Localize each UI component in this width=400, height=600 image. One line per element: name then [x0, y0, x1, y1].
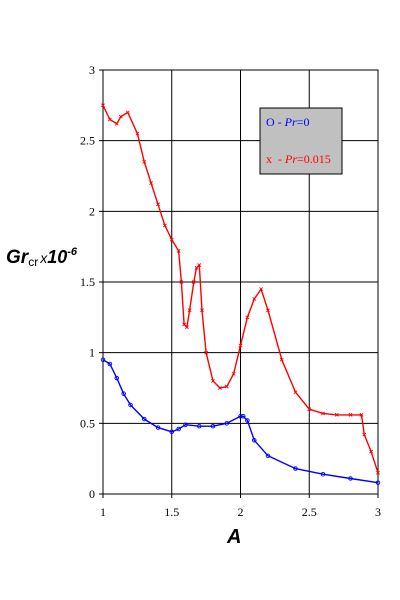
data-point-series-2: [231, 371, 236, 376]
x-tick-label: 3: [375, 505, 381, 519]
data-point-series-2: [101, 103, 105, 108]
x-tick-labels: 1 1.5 2 2.5 3: [100, 505, 381, 519]
data-point-series-2: [135, 131, 140, 136]
data-point-series-1: [169, 429, 174, 435]
x-tick-label: 1.5: [164, 505, 179, 519]
data-point-series-2: [200, 308, 204, 313]
data-point-series-1: [238, 414, 243, 419]
data-point-series-1: [375, 480, 381, 485]
x-axis-label: A: [226, 526, 241, 548]
data-point-series-2: [125, 110, 130, 115]
data-point-series-2: [107, 117, 112, 122]
data-point-series-2: [252, 297, 257, 301]
data-point-series-1: [155, 425, 161, 430]
data-point-series-2: [279, 357, 284, 362]
y-tick-label: 3: [89, 63, 95, 77]
data-point-series-2: [259, 287, 264, 291]
data-point-series-1: [293, 466, 298, 471]
data-point-series-1: [183, 422, 188, 427]
data-point-series-1: [141, 416, 147, 422]
data-point-series-2: [114, 121, 119, 126]
data-point-series-2: [307, 407, 312, 412]
series-line-1: [102, 359, 379, 484]
data-point-series-2: [176, 248, 181, 253]
data-point-series-2: [211, 379, 215, 383]
data-point-series-2: [376, 470, 380, 475]
data-point-series-2: [238, 343, 243, 348]
data-point-series-1: [245, 418, 250, 423]
data-point-series-1: [348, 476, 353, 481]
data-point-series-2: [245, 315, 250, 320]
data-point-series-1: [210, 423, 216, 429]
y-tick-label: 0.5: [80, 416, 95, 430]
data-point-series-2: [179, 280, 184, 284]
x-tick-label: 1: [100, 505, 106, 519]
data-point-series-1: [251, 438, 257, 443]
data-point-series-2: [182, 322, 187, 327]
data-point-series-2: [191, 280, 196, 284]
data-point-series-2: [118, 114, 123, 119]
data-point-series-1: [224, 421, 229, 426]
data-point-series-2: [348, 412, 353, 417]
y-tick-label: 1.5: [80, 275, 95, 289]
data-point-series-1: [265, 453, 271, 459]
legend-entry-series-2: x - Pr=0.015: [266, 152, 331, 166]
data-point-series-1: [128, 402, 133, 408]
series-markers: [100, 103, 381, 485]
data-point-series-2: [321, 411, 325, 416]
data-point-series-1: [114, 375, 119, 381]
legend-box: [259, 107, 343, 175]
data-point-series-2: [187, 308, 192, 313]
y-axis-label: Grcr x10-6: [6, 246, 78, 269]
data-point-series-1: [240, 414, 246, 419]
data-point-series-1: [100, 357, 106, 362]
plot-frame: [102, 69, 379, 495]
data-point-series-2: [162, 223, 167, 228]
data-point-series-2: [149, 181, 154, 185]
data-point-series-2: [362, 432, 367, 437]
series-line-2: [102, 104, 379, 474]
data-point-series-2: [204, 350, 209, 355]
data-point-series-1: [121, 391, 126, 396]
y-tick-label: 1: [89, 346, 95, 360]
y-tick-label: 2: [89, 204, 95, 218]
data-point-series-2: [197, 263, 202, 267]
y-tick-labels: 0 0.5 1 1.5 2 2.5 3: [80, 63, 95, 501]
y-tick-label: 0: [89, 487, 95, 501]
data-point-series-2: [266, 308, 270, 313]
data-point-series-2: [369, 449, 374, 454]
data-point-series-2: [142, 159, 147, 164]
y-tick-label: 2.5: [80, 134, 95, 148]
data-point-series-1: [196, 423, 202, 429]
data-point-series-2: [359, 412, 364, 417]
data-point-series-2: [293, 390, 298, 395]
data-point-series-1: [107, 361, 113, 367]
data-point-series-2: [224, 384, 229, 389]
series-lines: [102, 104, 379, 484]
legend: O - Pr=0 x - Pr=0.015: [259, 107, 343, 175]
data-point-series-1: [176, 426, 181, 432]
x-tick-label: 2: [238, 505, 244, 519]
data-point-series-2: [169, 237, 174, 242]
data-point-series-2: [194, 265, 199, 270]
x-tick-label: 2.5: [302, 505, 317, 519]
legend-entry-series-1: O - Pr=0: [266, 115, 309, 129]
data-point-series-1: [320, 471, 326, 477]
data-point-series-2: [217, 386, 222, 390]
data-point-series-2: [184, 325, 189, 330]
data-point-series-2: [334, 412, 339, 417]
data-point-series-2: [156, 202, 160, 207]
